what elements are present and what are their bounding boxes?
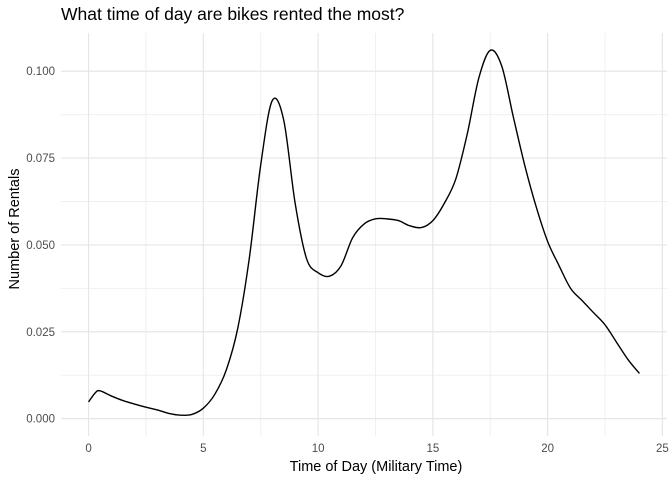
x-tick-label: 25 <box>656 443 669 455</box>
y-tick-label: 0.100 <box>26 66 55 78</box>
x-axis-title: Time of Day (Military Time) <box>290 459 463 475</box>
y-axis-title: Number of Rentals <box>7 169 23 290</box>
x-tick-label: 0 <box>85 443 91 455</box>
y-tick-label: 0.025 <box>26 327 55 339</box>
x-axis-tick-labels: 0 5 10 15 20 25 <box>85 443 668 455</box>
series-layer <box>87 49 640 417</box>
x-tick-label: 5 <box>200 443 206 455</box>
y-tick-label: 0.050 <box>26 240 55 252</box>
y-axis-tick-labels: 0.000 0.025 0.050 0.075 0.100 <box>26 66 55 425</box>
x-tick-label: 20 <box>541 443 554 455</box>
chart-title: What time of day are bikes rented the mo… <box>61 4 405 24</box>
x-tick-label: 10 <box>312 443 325 455</box>
minor-gridlines <box>61 33 667 436</box>
y-tick-label: 0.075 <box>26 153 55 165</box>
major-gridlines <box>61 33 667 436</box>
x-tick-label: 15 <box>426 443 439 455</box>
y-tick-label: 0.000 <box>26 414 55 426</box>
density-line <box>87 49 640 417</box>
